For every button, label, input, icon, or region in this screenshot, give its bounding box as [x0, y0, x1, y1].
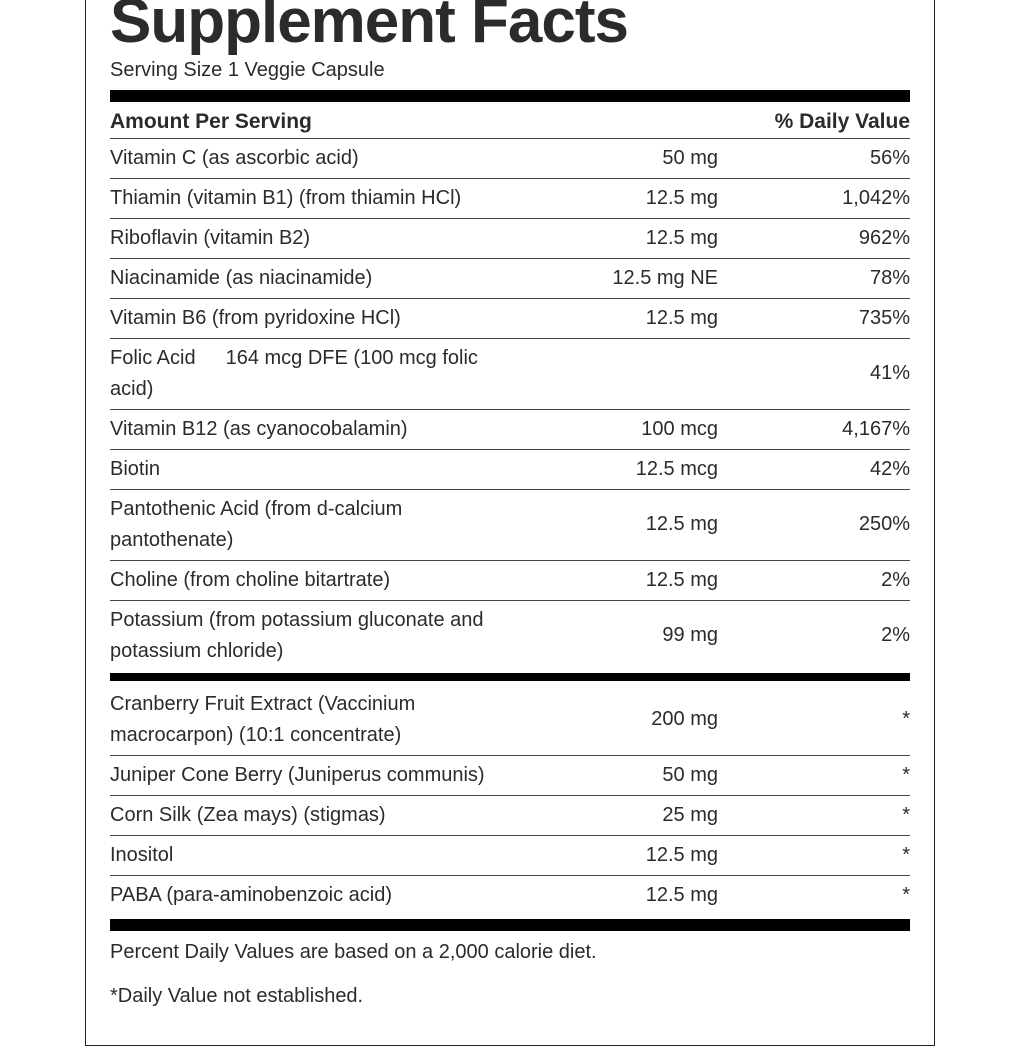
header-daily-value: % Daily Value — [775, 110, 910, 134]
ingredient-name: Riboflavin (vitamin B2) — [110, 223, 502, 254]
table-row: Inositol12.5 mg* — [110, 835, 910, 875]
ingredient-daily-value: 56% — [718, 143, 910, 174]
ingredient-daily-value: 78% — [718, 263, 910, 294]
ingredient-amount: 50 mg — [502, 143, 718, 174]
ingredient-name: Thiamin (vitamin B1) (from thiamin HCl) — [110, 183, 502, 214]
table-row: PABA (para-aminobenzoic acid)12.5 mg* — [110, 875, 910, 915]
ingredient-amount: 100 mcg — [502, 414, 718, 445]
ingredient-daily-value: 4,167% — [718, 414, 910, 445]
footnote-2: *Daily Value not established. — [110, 981, 910, 1011]
ingredient-daily-value: 735% — [718, 303, 910, 334]
ingredient-amount: 99 mg — [502, 620, 718, 651]
table-row: Cranberry Fruit Extract (Vaccinium macro… — [110, 685, 910, 755]
ingredient-daily-value: 41% — [718, 358, 910, 389]
ingredient-daily-value: 2% — [718, 620, 910, 651]
ingredient-daily-value: * — [718, 760, 910, 791]
table-header: Amount Per Serving % Daily Value — [110, 108, 910, 138]
divider-thick-top — [110, 90, 910, 102]
ingredient-amount: 12.5 mg — [502, 223, 718, 254]
ingredient-name: Cranberry Fruit Extract (Vaccinium macro… — [110, 689, 502, 751]
ingredient-name: Inositol — [110, 840, 502, 871]
ingredient-amount: 25 mg — [502, 800, 718, 831]
footnote-1: Percent Daily Values are based on a 2,00… — [110, 937, 910, 967]
supplement-facts-panel: Supplement Facts Serving Size 1 Veggie C… — [85, 0, 935, 1046]
table-row: Vitamin B6 (from pyridoxine HCl)12.5 mg7… — [110, 298, 910, 338]
table-row: Folic Acid 164 mcg DFE (100 mcg folic ac… — [110, 338, 910, 409]
ingredient-daily-value: * — [718, 880, 910, 911]
ingredient-name: Choline (from choline bitartrate) — [110, 565, 502, 596]
ingredient-daily-value: 42% — [718, 454, 910, 485]
footer-notes: Percent Daily Values are based on a 2,00… — [110, 937, 910, 1011]
ingredient-name: Folic Acid 164 mcg DFE (100 mcg folic ac… — [110, 343, 502, 405]
table-row: Corn Silk (Zea mays) (stigmas)25 mg* — [110, 795, 910, 835]
table-row: Niacinamide (as niacinamide)12.5 mg NE78… — [110, 258, 910, 298]
table-row: Thiamin (vitamin B1) (from thiamin HCl)1… — [110, 178, 910, 218]
ingredient-daily-value: 250% — [718, 509, 910, 540]
ingredient-amount: 12.5 mg — [502, 303, 718, 334]
table-row: Biotin12.5 mcg42% — [110, 449, 910, 489]
table-row: Potassium (from potassium gluconate and … — [110, 600, 910, 671]
ingredient-name: Biotin — [110, 454, 502, 485]
header-amount-per-serving: Amount Per Serving — [110, 110, 312, 134]
ingredient-daily-value: 1,042% — [718, 183, 910, 214]
ingredient-section-1: Vitamin C (as ascorbic acid)50 mg56%Thia… — [110, 138, 910, 671]
divider-mid — [110, 673, 910, 681]
ingredient-amount: 12.5 mcg — [502, 454, 718, 485]
ingredient-amount: 12.5 mg NE — [502, 263, 718, 294]
ingredient-amount: 12.5 mg — [502, 509, 718, 540]
ingredient-name: Pantothenic Acid (from d-calcium pantoth… — [110, 494, 502, 556]
table-row: Vitamin B12 (as cyanocobalamin)100 mcg4,… — [110, 409, 910, 449]
ingredient-name: Corn Silk (Zea mays) (stigmas) — [110, 800, 502, 831]
ingredient-daily-value: * — [718, 840, 910, 871]
ingredient-amount: 200 mg — [502, 704, 718, 735]
ingredient-daily-value: * — [718, 704, 910, 735]
ingredient-amount: 12.5 mg — [502, 840, 718, 871]
table-row: Vitamin C (as ascorbic acid)50 mg56% — [110, 138, 910, 178]
ingredient-section-2: Cranberry Fruit Extract (Vaccinium macro… — [110, 685, 910, 915]
table-row: Juniper Cone Berry (Juniperus communis)5… — [110, 755, 910, 795]
panel-title: Supplement Facts — [110, 0, 910, 55]
ingredient-name: Potassium (from potassium gluconate and … — [110, 605, 502, 667]
ingredient-name: Vitamin B6 (from pyridoxine HCl) — [110, 303, 502, 334]
ingredient-daily-value: 962% — [718, 223, 910, 254]
serving-size: Serving Size 1 Veggie Capsule — [110, 59, 910, 82]
table-row: Riboflavin (vitamin B2)12.5 mg962% — [110, 218, 910, 258]
ingredient-daily-value: 2% — [718, 565, 910, 596]
ingredient-name: Vitamin C (as ascorbic acid) — [110, 143, 502, 174]
ingredient-amount: 12.5 mg — [502, 565, 718, 596]
ingredient-amount: 50 mg — [502, 760, 718, 791]
divider-thick-bottom — [110, 919, 910, 931]
ingredient-amount: 12.5 mg — [502, 183, 718, 214]
ingredient-name: Juniper Cone Berry (Juniperus communis) — [110, 760, 502, 791]
ingredient-name: Niacinamide (as niacinamide) — [110, 263, 502, 294]
ingredient-name: PABA (para-aminobenzoic acid) — [110, 880, 502, 911]
table-row: Choline (from choline bitartrate)12.5 mg… — [110, 560, 910, 600]
table-row: Pantothenic Acid (from d-calcium pantoth… — [110, 489, 910, 560]
ingredient-amount: 12.5 mg — [502, 880, 718, 911]
ingredient-daily-value: * — [718, 800, 910, 831]
ingredient-name: Vitamin B12 (as cyanocobalamin) — [110, 414, 502, 445]
